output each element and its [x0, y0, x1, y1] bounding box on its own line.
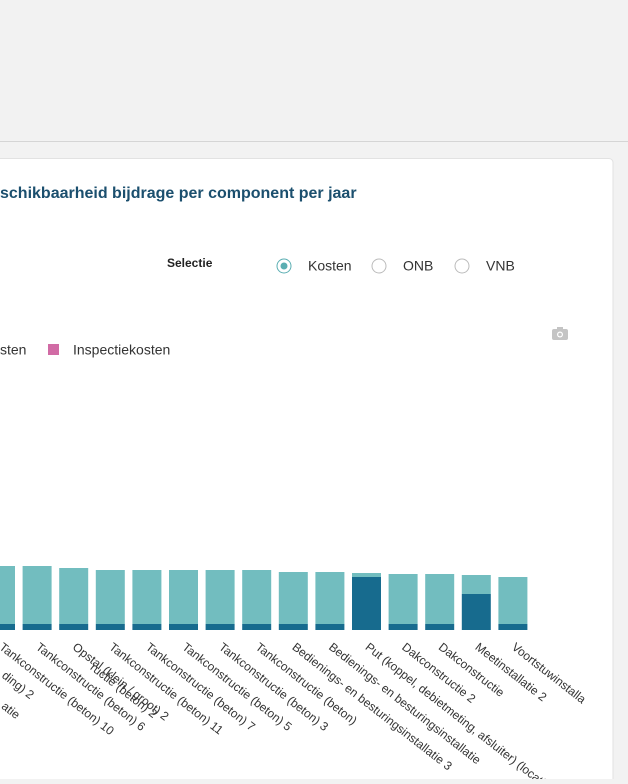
bar-segment: [425, 624, 455, 630]
radio-button[interactable]: [371, 258, 387, 274]
selection-label: Selectie: [167, 256, 213, 270]
bar-segment: [242, 570, 272, 624]
radio-dot: [280, 262, 288, 270]
legend-swatch: [48, 344, 59, 355]
bar-segment: [352, 573, 381, 577]
radio-group: Kosten ONB VNB: [276, 258, 515, 274]
bar-segment: [95, 570, 125, 624]
camera-icon[interactable]: [552, 327, 568, 340]
bar-segment: [278, 572, 308, 624]
radio-label[interactable]: ONB: [403, 258, 433, 274]
legend-label[interactable]: Inspectiekosten: [73, 342, 170, 358]
bar-segment: [0, 624, 15, 630]
bar-segment: [352, 577, 381, 630]
header-area: [0, 0, 628, 141]
bar-segment: [461, 575, 491, 594]
radio-label[interactable]: Kosten: [308, 258, 352, 274]
bar-segment: [242, 624, 272, 630]
bar-segment: [0, 566, 15, 624]
bar-segment: [278, 624, 308, 630]
bar-segment: [59, 624, 89, 630]
bar-segment: [205, 624, 235, 630]
bar-segment: [315, 572, 345, 624]
bar-segment: [22, 624, 52, 630]
card-title: schikbaarheid bijdrage per component per…: [0, 185, 357, 202]
radio-button[interactable]: [454, 258, 470, 274]
bar-segment: [59, 568, 89, 624]
radio-label[interactable]: VNB: [486, 258, 515, 274]
bar-segment: [498, 624, 528, 630]
bar-segment: [22, 566, 52, 624]
bar-segment: [132, 624, 162, 630]
bar-segment: [461, 594, 491, 630]
bar-segment: [169, 570, 198, 624]
bar-segment: [388, 574, 418, 624]
bar-segment: [95, 624, 125, 630]
legend: sten Inspectiekosten: [0, 342, 170, 358]
legend-label[interactable]: sten: [0, 342, 26, 358]
bar-segment: [425, 574, 455, 624]
bar-segment: [169, 624, 198, 630]
bar-segment: [498, 577, 528, 624]
bar-segment: [132, 570, 162, 624]
bar-segment: [388, 624, 418, 630]
bar-segment: [315, 624, 345, 630]
bar-segment: [205, 570, 235, 624]
